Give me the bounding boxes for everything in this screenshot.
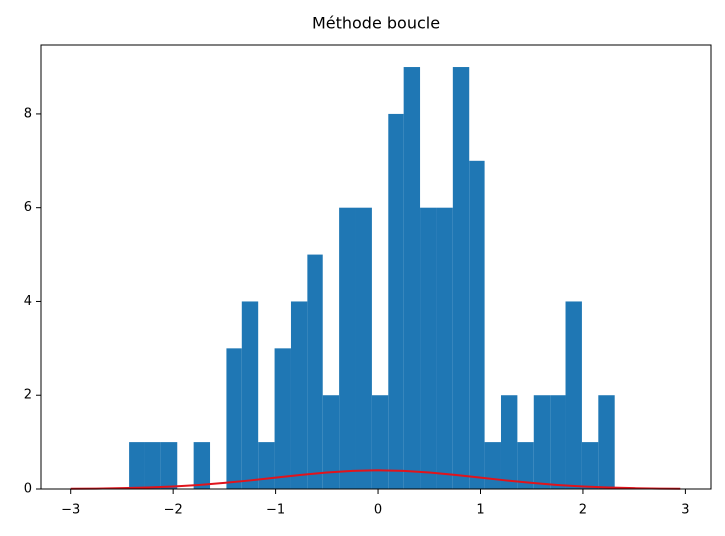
y-tick-label: 6 [24, 200, 32, 215]
bar [550, 395, 566, 489]
bar [144, 442, 161, 489]
line [70, 469, 681, 490]
x-tick-label: 1 [476, 503, 484, 518]
x-tick-label: −3 [61, 503, 80, 518]
bar [274, 348, 291, 489]
bar [339, 207, 356, 489]
bar [226, 348, 242, 489]
bar [565, 301, 582, 489]
bar [484, 442, 501, 489]
bar [581, 442, 599, 489]
bar [500, 395, 518, 489]
y-tick-label: 4 [24, 294, 32, 309]
y-tick-label: 2 [24, 388, 32, 403]
x-tick-label: 3 [681, 503, 689, 518]
bar [598, 395, 615, 489]
bar [160, 442, 178, 489]
bar [420, 207, 437, 489]
bar [307, 254, 323, 489]
bar [355, 207, 372, 489]
bar [258, 442, 275, 489]
chart-title: Méthode boucle [312, 14, 440, 33]
bar [193, 442, 211, 489]
bar [452, 67, 470, 490]
x-tick-label: −1 [266, 503, 285, 518]
x-tick-label: 2 [579, 503, 587, 518]
bar [469, 160, 485, 489]
bar [533, 395, 551, 489]
y-tick-label: 0 [24, 482, 32, 497]
bar [436, 207, 453, 489]
bar [241, 301, 259, 489]
bar [129, 442, 145, 489]
bar [322, 395, 340, 489]
x-tick-label: −2 [164, 503, 183, 518]
bar [517, 442, 534, 489]
y-tick-label: 8 [24, 106, 32, 121]
bar [388, 113, 404, 489]
bar [290, 301, 308, 489]
bar [371, 395, 389, 489]
x-tick-label: 0 [374, 503, 382, 518]
bar [403, 67, 421, 490]
axes-frame [40, 44, 712, 490]
